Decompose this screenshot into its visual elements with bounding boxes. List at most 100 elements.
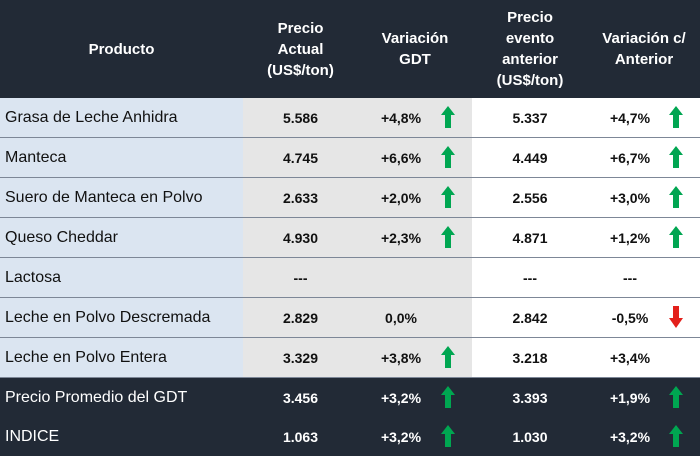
table-row: Grasa de Leche Anhidra 5.586 +4,8% 5.337 +4,… [0,98,700,138]
up-arrow [669,186,683,208]
header-cell: Variación c/Anterior [588,0,700,98]
table-row: INDICE 1.063 +3,2% 1.030 +3,2% [0,417,700,456]
cell-text: 5.586 [282,109,319,126]
arrow-shape [669,186,683,208]
product-cell: Queso Cheddar [0,217,243,258]
arrow-shape [441,425,455,447]
product-cell: Manteca [0,137,243,178]
value-cell: 3.456 [243,377,358,417]
table-row: Leche en Polvo Descremada 2.829 0,0% 2.842 -… [0,297,700,338]
cell-text: INDICE [5,427,60,445]
header-line: anterior [502,51,558,68]
header-line: Producto [88,40,155,58]
header-cell: Precio Actual (US$/ton) [243,0,358,98]
up-arrow [441,226,455,248]
arrow-shape [669,226,683,248]
value-cell: 2.842 [472,297,588,338]
cell-text: +2,0% [380,189,422,206]
product-cell: Grasa de Leche Anhidra [0,98,243,138]
cell-text: +4,7% [609,109,651,126]
value-cell: 1.063 [243,417,358,456]
cell-text: Leche en Polvo Entera [5,348,167,366]
arrow-shape [669,425,683,447]
value-cell: +1,2% [588,217,700,258]
value-cell: +6,7% [588,137,700,178]
cell-text: --- [623,269,637,286]
value-cell: +4,8% [358,98,472,138]
cell-text: 2.633 [282,189,319,206]
cell-text: +3,2% [609,428,651,445]
arrow-shape [441,386,455,408]
value-cell: 2.556 [472,177,588,218]
value-cell: +6,6% [358,137,472,178]
cell-text: 2.829 [282,309,319,326]
cell-text: 2.842 [512,309,548,326]
cell-text: Leche en Polvo Descremada [5,308,211,326]
cell-text: --- [523,269,537,286]
cell-text: 2.556 [512,189,548,206]
value-cell: 4.930 [243,217,358,258]
value-cell: --- [588,257,700,298]
value-cell [358,257,472,298]
cell-text: Precio Promedio del GDT [5,388,188,406]
down-arrow [669,306,683,328]
cell-text: +3,2% [380,389,422,406]
header-line: Actual [277,40,324,58]
cell-text: +1,2% [609,229,651,246]
value-cell: 1.030 [472,417,588,456]
value-cell: --- [472,257,588,298]
cell-text: +3,2% [380,428,422,445]
header-line: Precio [277,19,324,37]
table-row: Suero de Manteca en Polvo 2.633 +2,0% 2.556… [0,177,700,218]
product-cell: INDICE [0,417,243,456]
table-body: Grasa de Leche Anhidra 5.586 +4,8% 5.337 +4,… [0,98,700,456]
cell-text: Suero de Manteca en Polvo [5,188,203,206]
cell-text: +2,3% [380,229,422,246]
arrow-shape [669,306,683,328]
cell-text: 1.063 [282,428,319,445]
value-cell: +3,4% [588,337,700,378]
cell-text: +6,6% [380,149,422,166]
table-row: Queso Cheddar 4.930 +2,3% 4.871 +1,2% [0,217,700,258]
value-cell: +4,7% [588,98,700,138]
value-cell: +3,2% [588,417,700,456]
value-cell: +1,9% [588,377,700,417]
header-row: Producto Precio Actual (US$/ton) Variación GD… [0,0,700,98]
header-line: Variación c/ [602,30,686,47]
table-row: Lactosa --- --- --- [0,257,700,298]
up-arrow [669,106,683,128]
up-arrow [441,186,455,208]
header-line: Variación [381,30,449,47]
cell-text: 1.030 [512,428,548,445]
cell-text: +3,0% [609,189,651,206]
table-row: Manteca 4.745 +6,6% 4.449 +6,7% [0,137,700,178]
arrow-shape [441,346,455,368]
arrow-shape [441,186,455,208]
header-line: evento [505,30,555,47]
cell-text: +1,9% [609,389,651,406]
value-cell: +3,2% [358,417,472,456]
up-arrow [669,425,683,447]
cell-text: +3,8% [380,349,422,366]
arrow-shape [669,146,683,168]
cell-text: Manteca [5,148,67,166]
value-cell: 4.871 [472,217,588,258]
up-arrow [441,386,455,408]
cell-text: +3,4% [609,349,651,366]
cell-text: 4.449 [512,149,548,166]
product-cell: Precio Promedio del GDT [0,377,243,417]
cell-text: Lactosa [5,268,62,286]
arrow-shape [441,226,455,248]
cell-text: 3.329 [282,349,319,366]
value-cell: --- [243,257,358,298]
table-row: Leche en Polvo Entera 3.329 +3,8% 3.218 +3,4… [0,337,700,378]
up-arrow [441,106,455,128]
product-cell: Suero de Manteca en Polvo [0,177,243,218]
up-arrow [669,226,683,248]
arrow-shape [441,146,455,168]
header-cell: Variación GDT [358,0,472,98]
cell-text: Grasa de Leche Anhidra [5,108,178,126]
product-cell: Leche en Polvo Descremada [0,297,243,338]
value-cell: 3.393 [472,377,588,417]
